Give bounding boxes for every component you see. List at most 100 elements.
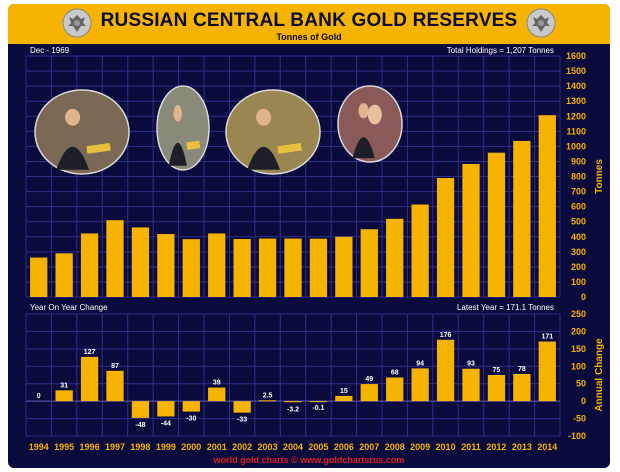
bar [309, 401, 328, 403]
data-label: 0 [37, 393, 41, 400]
photo-medallion [34, 89, 130, 175]
x-tick-label: 1994 [29, 442, 49, 452]
x-tick-label: 2013 [512, 442, 532, 452]
data-label: 78 [518, 366, 526, 373]
face-shape [65, 108, 81, 126]
y-tick-label: -50 [573, 414, 586, 424]
double-headed-eagle-icon [526, 8, 556, 38]
bar [157, 234, 175, 297]
double-headed-eagle-icon [62, 8, 92, 38]
suit-shape [168, 142, 187, 166]
chart-header: RUSSIAN CENTRAL BANK GOLD RESERVES Tonne… [8, 4, 610, 44]
data-label: -0.1 [312, 405, 324, 412]
date-label: Dec - 1969 [30, 46, 70, 55]
data-label: 49 [365, 376, 373, 383]
x-tick-label: 2014 [537, 442, 557, 452]
data-label: 94 [416, 360, 424, 367]
latest-year-label: Latest Year = 171.1 Tonnes [457, 303, 554, 312]
y-tick-label: 150 [571, 344, 586, 354]
data-label: 93 [467, 361, 475, 368]
bar [335, 395, 353, 402]
data-label: 87 [111, 363, 119, 370]
data-label: -3.2 [287, 406, 299, 413]
y-tick-label: 1100 [566, 126, 586, 136]
bar [106, 370, 124, 402]
bar [80, 356, 99, 402]
data-label: 31 [60, 382, 68, 389]
bar [411, 204, 429, 297]
bar [360, 229, 378, 297]
y-tick-label: 1200 [566, 111, 586, 121]
y-axis-title: Annual Change [594, 338, 605, 412]
bar [513, 373, 531, 402]
bar [208, 387, 226, 402]
gold-reserves-chart: 0100200300400500600700800900100011001200… [25, 46, 605, 452]
y-tick-label: -100 [568, 431, 586, 441]
face-shape [367, 104, 382, 125]
x-tick-label: 2000 [181, 442, 201, 452]
bar [55, 390, 73, 402]
bar [80, 233, 99, 297]
y-tick-label: 100 [571, 277, 586, 287]
data-label: 68 [391, 369, 399, 376]
suit-shape [247, 146, 281, 170]
y-tick-label: 250 [571, 309, 586, 319]
data-label: 15 [340, 388, 348, 395]
bar [182, 239, 200, 297]
data-label: 171 [541, 334, 553, 341]
chart-frame: RUSSIAN CENTRAL BANK GOLD RESERVES Tonne… [8, 4, 610, 468]
x-tick-label: 2004 [283, 442, 303, 452]
x-tick-label: 2010 [436, 442, 456, 452]
x-tick-label: 2001 [207, 442, 227, 452]
bar [462, 163, 480, 297]
photo-medallion [337, 85, 403, 163]
x-tick-label: 1997 [105, 442, 125, 452]
y-tick-label: 600 [571, 202, 586, 212]
x-tick-label: 2008 [385, 442, 405, 452]
gold-bar-shape [86, 142, 111, 154]
bar [386, 377, 404, 402]
photo-background [34, 89, 130, 175]
y-tick-label: 0 [581, 396, 586, 406]
y-tick-label: 1500 [566, 66, 586, 76]
bar [436, 178, 455, 297]
gold-bar-shape [186, 140, 201, 150]
x-tick-label: 2007 [359, 442, 379, 452]
x-tick-label: 2009 [410, 442, 430, 452]
bar [411, 368, 429, 402]
y-tick-label: 0 [581, 292, 586, 302]
y-tick-label: 1400 [566, 81, 586, 91]
y-tick-label: 1300 [566, 96, 586, 106]
x-tick-label: 1996 [80, 442, 100, 452]
data-label: -44 [161, 420, 171, 427]
bar [182, 401, 200, 412]
data-label: -30 [186, 416, 196, 423]
x-tick-label: 2002 [232, 442, 252, 452]
data-label: 127 [84, 349, 96, 356]
data-label: 75 [493, 367, 501, 374]
x-tick-label: 2005 [308, 442, 328, 452]
y-tick-label: 500 [571, 217, 586, 227]
x-tick-label: 1998 [130, 442, 150, 452]
bar [335, 236, 353, 297]
face-shape [256, 108, 272, 126]
gold-bar-shape [277, 142, 302, 154]
photo-background [156, 85, 210, 171]
bar [233, 239, 251, 297]
bar [487, 152, 506, 297]
y-tick-label: 50 [576, 379, 586, 389]
data-label: -48 [135, 422, 145, 429]
data-label: 39 [213, 380, 221, 387]
x-tick-label: 2006 [334, 442, 354, 452]
chart-credit: world gold charts © www.goldchartsrus.co… [213, 455, 405, 465]
bar [30, 257, 48, 297]
x-tick-label: 2012 [486, 442, 506, 452]
face-shape [358, 103, 369, 119]
x-tick-label: 2003 [258, 442, 278, 452]
y-tick-label: 700 [571, 187, 586, 197]
photo-background [337, 85, 403, 163]
face-shape [173, 104, 182, 122]
y-tick-label: 300 [571, 247, 586, 257]
x-tick-label: 1995 [54, 442, 74, 452]
bar [538, 341, 556, 402]
